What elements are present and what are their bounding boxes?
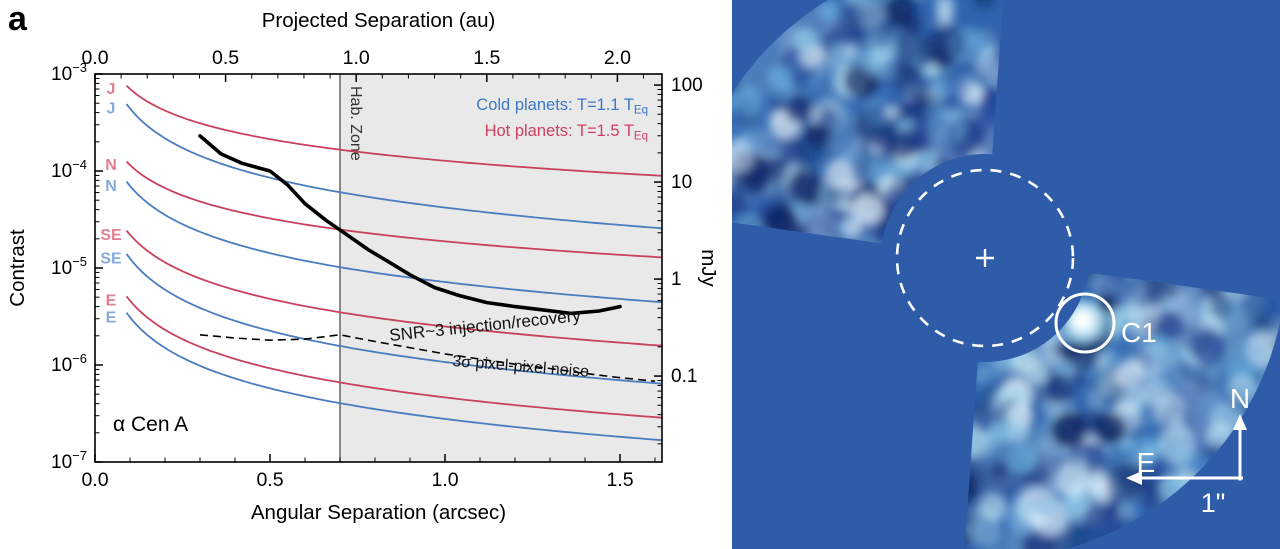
y-tick-label: 10−4 — [51, 157, 87, 182]
planet-curve-N-hot — [125, 160, 663, 259]
contrast-plot-panel: a Hab. Zone J J N N SE SE E E SNR~3 injection/rec… — [6, 0, 720, 524]
hab-zone-label: Hab. Zone — [347, 86, 364, 161]
curve-label-E-hot: E — [106, 293, 117, 310]
y-axis-label-right: mJy — [697, 249, 720, 287]
axis-ticks — [94, 73, 662, 463]
y-tick-label: 10−5 — [51, 254, 87, 279]
snr-curve — [198, 134, 622, 316]
compass-scale-label: 1" — [1201, 488, 1226, 518]
x-axis-label-top: Projected Separation (au) — [262, 9, 496, 32]
x-tick-label: 0.5 — [256, 469, 283, 491]
mjy-tick-label: 0.1 — [671, 366, 697, 387]
x-top-tick-label: 0.5 — [212, 47, 239, 69]
x-tick-label: 0.0 — [81, 469, 108, 491]
x-top-tick-label: 2.0 — [604, 47, 631, 69]
y-tick-label: 10−3 — [51, 60, 87, 85]
panel-label-a: a — [8, 0, 27, 38]
compass-north-label: N — [1230, 383, 1250, 414]
x-top-tick-label: 1.5 — [473, 47, 500, 69]
noise-fan-upper-left-noise — [732, 0, 1007, 244]
legend-hot: Hot planets: T=1.5 TEq — [485, 122, 648, 143]
hab-zone-region — [340, 74, 662, 462]
x-axis-label-bottom: Angular Separation (arcsec) — [251, 501, 506, 524]
c1-label: C1 — [1121, 317, 1157, 348]
noise-fan-lower-right-noise — [963, 272, 1280, 549]
x-tick-label: 1.0 — [431, 469, 458, 491]
curve-label-N-cold: N — [105, 178, 117, 195]
mjy-tick-label: 10 — [671, 172, 692, 193]
inner-mask-dashed-circle — [895, 168, 1075, 348]
y-tick-label: 10−6 — [51, 351, 87, 376]
star-center-marker — [976, 249, 994, 267]
c1-source-circle — [1054, 292, 1116, 354]
planet-curve-SE-hot — [125, 230, 663, 347]
x-top-tick-label: 1.0 — [343, 47, 370, 69]
legend-cold: Cold planets: T=1.1 TEq — [476, 96, 648, 117]
direct-image: C1 N E 1" — [732, 0, 1280, 549]
curve-label-N-hot: N — [105, 157, 117, 174]
compass-east-label: E — [1137, 447, 1156, 478]
planet-curve-J-cold — [125, 103, 663, 230]
compass-east-arrowhead-icon — [1126, 471, 1142, 485]
x-tick-label: 1.5 — [606, 469, 633, 491]
planet-curve-E-cold — [125, 312, 663, 442]
compass-north-arrowhead-icon — [1233, 414, 1247, 430]
mjy-tick-label: 100 — [671, 75, 703, 96]
noise-curve — [199, 333, 656, 382]
curve-label-E-cold: E — [106, 309, 117, 326]
planet-curve-J-hot — [125, 85, 663, 177]
planet-curve-E-hot — [125, 295, 663, 419]
curve-label-SE-cold: SE — [100, 251, 122, 268]
curve-label-J-hot: J — [107, 81, 116, 98]
curve-label-SE-hot: SE — [100, 227, 122, 244]
coronagraphic-image-panel: C1 N E 1" — [732, 0, 1280, 549]
mjy-tick-label: 1 — [671, 269, 682, 290]
planet-curve-SE-cold — [125, 253, 663, 385]
planet-curve-N-cold — [125, 181, 663, 304]
curve-label-J-cold: J — [107, 101, 116, 118]
star-label: α Cen A — [113, 413, 188, 436]
x-top-tick-label: 0.0 — [81, 47, 108, 69]
y-axis-label-left: Contrast — [6, 229, 29, 307]
